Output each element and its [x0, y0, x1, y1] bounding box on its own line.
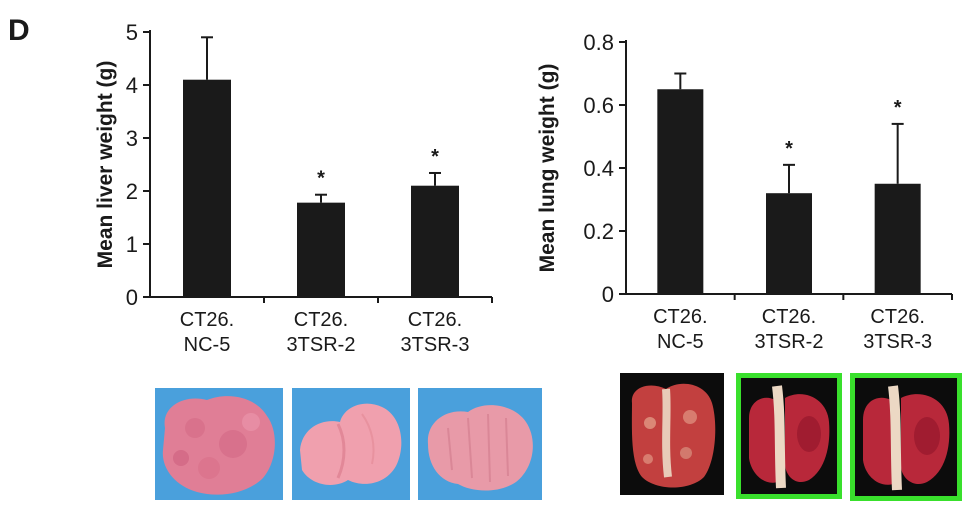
liver-photo-nc5: [155, 388, 283, 500]
y-axis-title: Mean lung weight (g): [536, 64, 559, 273]
y-tick-label: 0: [602, 282, 614, 307]
y-tick-label: 4: [126, 73, 138, 98]
x-tick-label: NC-5: [657, 331, 704, 353]
y-tick-label: 3: [126, 126, 138, 151]
bar: [297, 202, 345, 297]
y-tick-label: 5: [126, 20, 138, 45]
bar: [657, 89, 704, 294]
x-tick-label: 3TSR-3: [401, 334, 470, 356]
x-tick-label: CT26.: [294, 309, 348, 331]
y-tick-label: 0.4: [583, 156, 614, 181]
bar: [411, 185, 459, 297]
y-tick-label: 0.2: [583, 219, 614, 244]
lung-photo-3tsr2: [736, 373, 842, 499]
panel-letter: D: [8, 14, 30, 47]
x-tick-label: NC-5: [184, 334, 231, 356]
bar: [874, 183, 921, 294]
x-tick-label: CT26.: [653, 306, 707, 328]
y-axis-title: Mean liver weight (g): [94, 61, 117, 269]
y-tick-label: 0: [126, 285, 138, 310]
liver-weight-chart: 0 1 2 3 4 5 Mean liver weight (g) CT26. NC-5 * CT2…: [94, 20, 493, 356]
lung-photo-nc5: [620, 373, 724, 495]
x-tick-label: 3TSR-3: [863, 331, 932, 353]
significance-marker: *: [894, 97, 902, 119]
x-tick-label: CT26.: [762, 306, 816, 328]
liver-photo-3tsr3: [418, 388, 542, 500]
bar: [183, 79, 231, 297]
bar: [766, 193, 812, 294]
significance-marker: *: [785, 138, 793, 160]
significance-marker: *: [431, 146, 439, 168]
x-tick-label: 3TSR-2: [287, 334, 356, 356]
x-tick-label: CT26.: [180, 309, 234, 331]
y-tick-label: 0.6: [583, 93, 614, 118]
y-tick-label: 2: [126, 179, 138, 204]
liver-photo-3tsr2: [292, 388, 410, 500]
y-tick-label: 1: [126, 232, 138, 257]
x-tick-label: CT26.: [408, 309, 462, 331]
lung-photo-3tsr3: [850, 373, 962, 501]
y-tick-label: 0.8: [583, 30, 614, 55]
lung-weight-chart: 0 0.2 0.4 0.6 0.8 Mean lung weight (g) CT26. NC…: [536, 30, 953, 353]
significance-marker: *: [317, 168, 325, 190]
x-tick-label: 3TSR-2: [755, 331, 824, 353]
x-tick-label: CT26.: [870, 306, 924, 328]
